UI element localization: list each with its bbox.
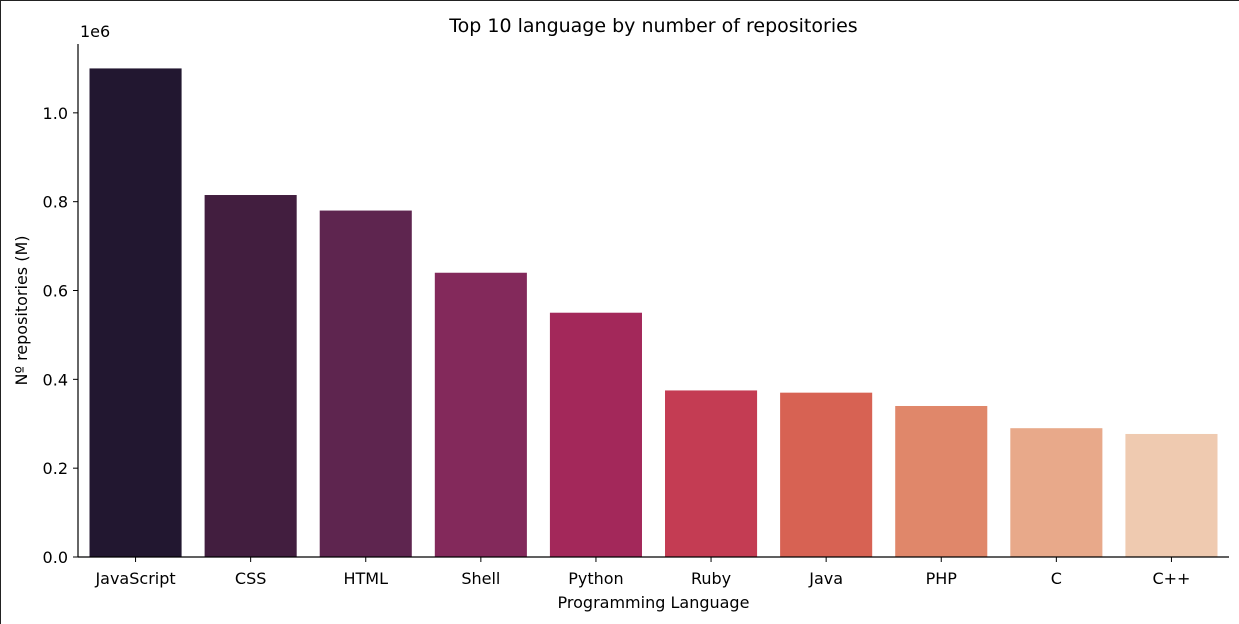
x-tick-label: Shell (461, 569, 500, 588)
bar-cpp (1125, 433, 1218, 557)
chart-title: Top 10 language by number of repositorie… (448, 15, 857, 37)
bar-c (1010, 428, 1103, 557)
x-ticks-group: JavaScript CSS HTML Shell Python Ruby Java PHP C… (94, 557, 1190, 588)
y-tick-label: 1.0 (43, 104, 68, 123)
y-tick-label: 0.4 (43, 370, 68, 389)
y-tick-label: 0.0 (43, 548, 68, 567)
bars-group (89, 68, 1218, 557)
bar-python (549, 312, 642, 557)
x-tick-label: C++ (1152, 569, 1190, 588)
y-tick-label: 0.6 (43, 282, 68, 301)
y-axis-label: Nº repositories (M) (12, 235, 31, 385)
x-tick-label: Ruby (691, 569, 731, 588)
y-tick-label: 0.8 (43, 193, 68, 212)
y-ticks-group: 0.0 0.2 0.4 0.6 0.8 1.0 (43, 104, 78, 567)
bar-javascript (89, 68, 182, 557)
x-axis-label: Programming Language (558, 593, 750, 612)
bar-html (319, 210, 412, 557)
bar-java (780, 392, 873, 557)
x-tick-label: HTML (343, 569, 388, 588)
bar-ruby (665, 390, 758, 557)
bar-shell (434, 272, 527, 557)
y-axis-offset-label: 1e6 (80, 22, 110, 41)
x-tick-label: PHP (926, 569, 958, 588)
x-tick-label: JavaScript (94, 569, 175, 588)
x-tick-label: Java (808, 569, 843, 588)
y-tick-label: 0.2 (43, 459, 68, 478)
bar-php (895, 405, 988, 557)
bar-css (204, 195, 297, 557)
x-tick-label: C (1051, 569, 1062, 588)
x-tick-label: CSS (235, 569, 266, 588)
x-tick-label: Python (568, 569, 623, 588)
